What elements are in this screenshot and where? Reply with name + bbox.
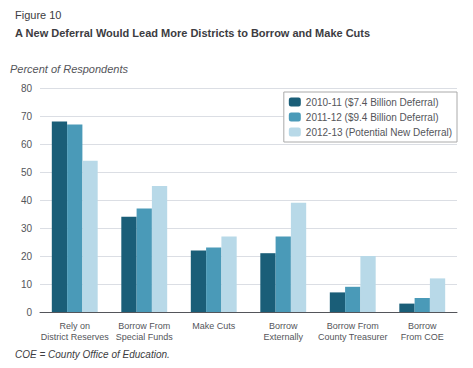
svg-text:10: 10 xyxy=(21,279,33,290)
svg-text:A New Deferral Would Lead More: A New Deferral Would Lead More Districts… xyxy=(15,27,370,39)
svg-text:Borrow From: Borrow From xyxy=(118,321,170,331)
svg-text:Borrow From: Borrow From xyxy=(327,321,379,331)
svg-text:2011-12 ($9.4 Billion Deferral: 2011-12 ($9.4 Billion Deferral) xyxy=(306,112,439,123)
svg-text:30: 30 xyxy=(21,223,33,234)
svg-text:0: 0 xyxy=(26,307,32,318)
svg-text:COE = County Office of Educati: COE = County Office of Education. xyxy=(15,349,170,360)
svg-text:From COE: From COE xyxy=(401,332,444,342)
svg-text:Borrow: Borrow xyxy=(408,321,437,331)
svg-text:Figure 10: Figure 10 xyxy=(15,9,61,21)
svg-text:Borrow: Borrow xyxy=(269,321,298,331)
svg-text:50: 50 xyxy=(21,167,33,178)
svg-text:County Treasurer: County Treasurer xyxy=(318,332,388,342)
svg-text:Make Cuts: Make Cuts xyxy=(192,321,236,331)
svg-text:Percent of Respondents: Percent of Respondents xyxy=(10,63,129,75)
svg-text:District Reserves: District Reserves xyxy=(41,332,110,342)
svg-text:Rely on: Rely on xyxy=(59,321,90,331)
svg-text:Externally: Externally xyxy=(263,332,303,342)
svg-text:20: 20 xyxy=(21,251,33,262)
svg-text:60: 60 xyxy=(21,139,33,150)
svg-text:80: 80 xyxy=(21,83,33,94)
svg-text:2012-13 (Potential New Deferra: 2012-13 (Potential New Deferral) xyxy=(306,127,452,138)
svg-text:40: 40 xyxy=(21,195,33,206)
svg-text:70: 70 xyxy=(21,111,33,122)
svg-text:2010-11 ($7.4 Billion Deferral: 2010-11 ($7.4 Billion Deferral) xyxy=(306,97,439,108)
svg-text:Special Funds: Special Funds xyxy=(116,332,174,342)
